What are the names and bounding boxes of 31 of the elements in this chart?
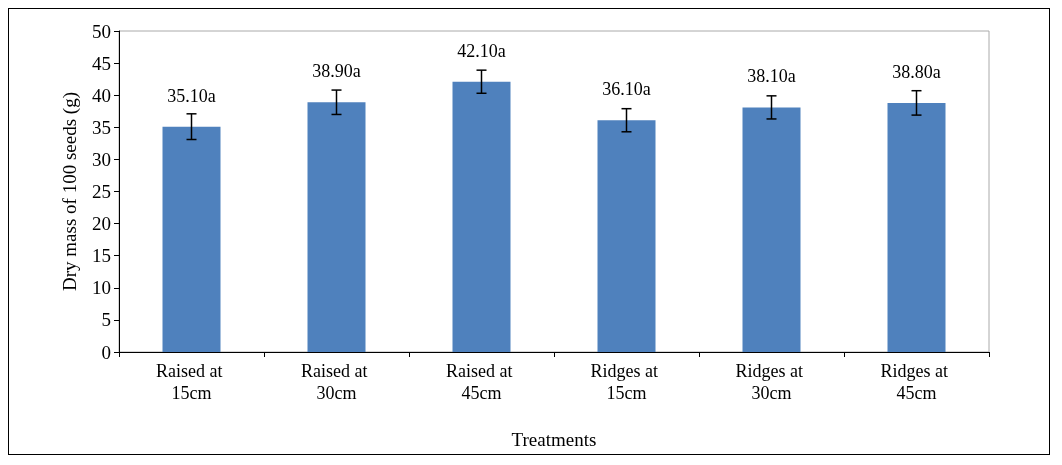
x-tick-label: Ridges at 15cm [590, 361, 663, 403]
x-tick-label: Raised at 30cm [301, 361, 372, 403]
bar [597, 120, 656, 352]
y-tick-label: 50 [92, 20, 111, 42]
bar [307, 102, 366, 352]
bar [887, 102, 946, 352]
y-tick-label: 30 [92, 148, 111, 170]
x-tick-label: Ridges at 45cm [880, 361, 953, 403]
data-label: 38.10a [747, 66, 796, 87]
y-tick-label: 45 [92, 52, 111, 74]
y-tick-label: 40 [92, 84, 111, 106]
bar [742, 107, 801, 352]
y-tick-label: 25 [92, 181, 111, 202]
y-tick-label: 0 [101, 341, 111, 363]
y-tick-label: 35 [92, 116, 111, 138]
data-label: 42.10a [457, 40, 506, 61]
y-tick-label: 5 [101, 309, 111, 331]
bar [162, 126, 221, 352]
x-tick-label: Ridges at 30cm [735, 361, 808, 403]
y-tick-label: 20 [92, 213, 111, 235]
bar [452, 81, 511, 352]
data-label: 35.10a [167, 85, 216, 106]
x-tick-label: Raised at 15cm [156, 361, 227, 403]
y-tick-label: 10 [92, 277, 111, 299]
data-label: 38.80a [892, 61, 941, 82]
data-label: 38.90a [312, 61, 361, 82]
y-axis-title: Dry mass of 100 seeds (g) [59, 92, 81, 291]
y-tick-label: 15 [92, 245, 111, 267]
x-tick-label: Raised at 45cm [446, 361, 517, 403]
data-label: 36.10a [602, 79, 651, 100]
x-axis-title: Treatments [511, 429, 597, 450]
